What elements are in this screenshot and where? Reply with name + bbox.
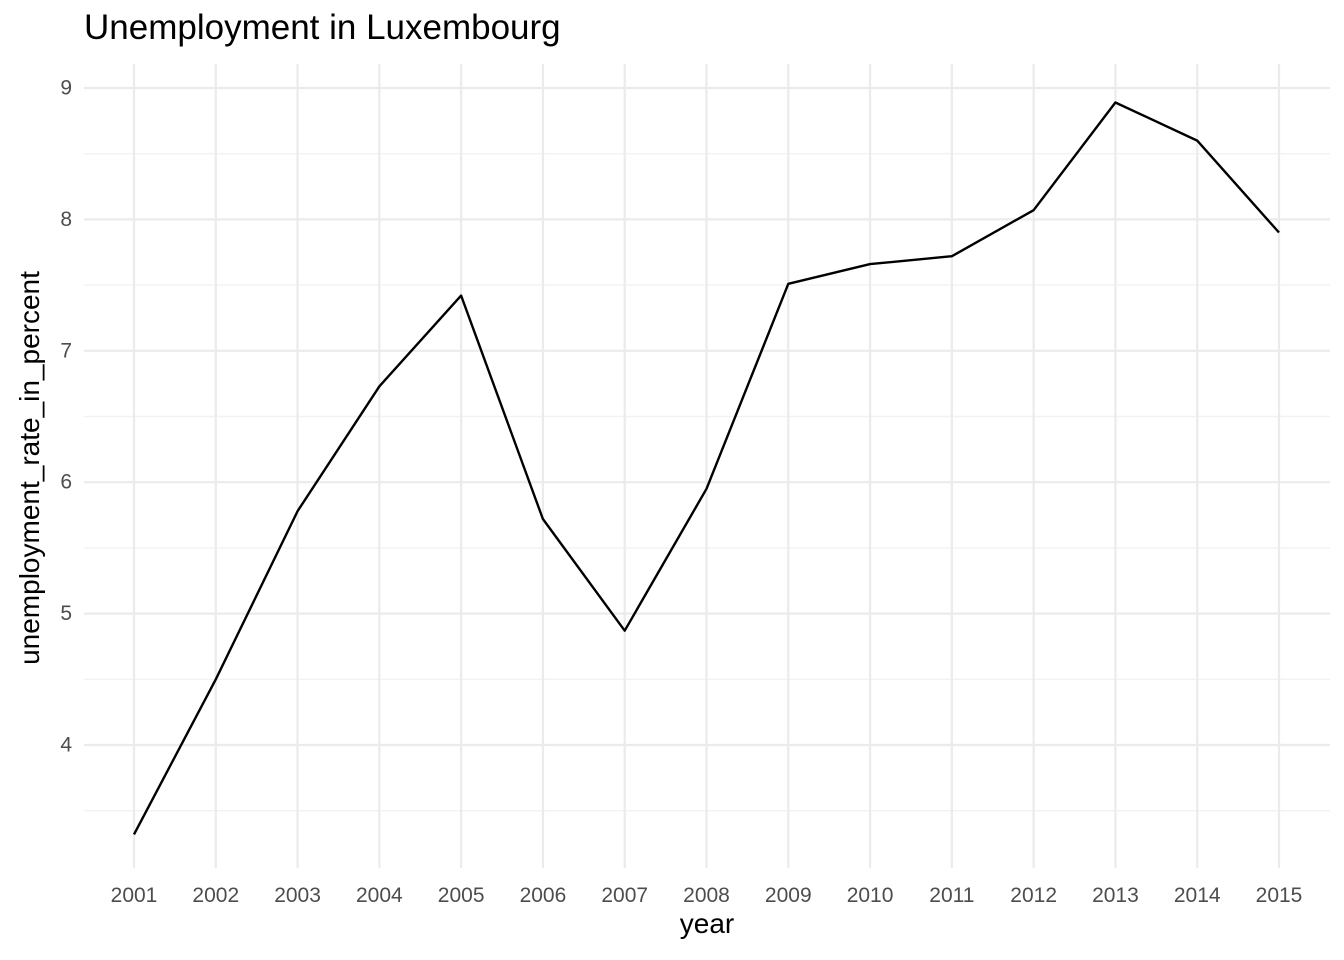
x-tick-label: 2014 (1174, 884, 1221, 907)
x-tick-label: 2010 (847, 884, 894, 907)
x-tick-label: 2002 (192, 884, 239, 907)
chart-title: Unemployment in Luxembourg (84, 8, 561, 47)
x-axis-label: year (679, 908, 735, 939)
x-tick-label: 2012 (1010, 884, 1057, 907)
x-tick-label: 2003 (274, 884, 321, 907)
y-tick-label: 7 (60, 339, 72, 362)
y-tick-label: 8 (60, 208, 72, 231)
x-tick-label: 2001 (111, 884, 158, 907)
x-tick-label: 2009 (765, 884, 812, 907)
x-tick-label: 2007 (601, 884, 648, 907)
x-tick-label: 2005 (438, 884, 485, 907)
y-tick-label: 5 (60, 602, 72, 625)
y-tick-label: 4 (60, 734, 72, 757)
x-tick-label: 2004 (356, 884, 403, 907)
x-tick-label: 2011 (929, 884, 974, 907)
x-tick-label: 2008 (683, 884, 730, 907)
series-line (132, 101, 1280, 835)
y-tick-label: 6 (60, 471, 72, 494)
y-tick-label: 9 (60, 77, 72, 100)
x-tick-label: 2006 (520, 884, 567, 907)
y-axis-label: unemployment_rate_in_percent (14, 271, 45, 665)
x-tick-label: 2013 (1092, 884, 1139, 907)
x-tick-label: 2015 (1256, 884, 1303, 907)
